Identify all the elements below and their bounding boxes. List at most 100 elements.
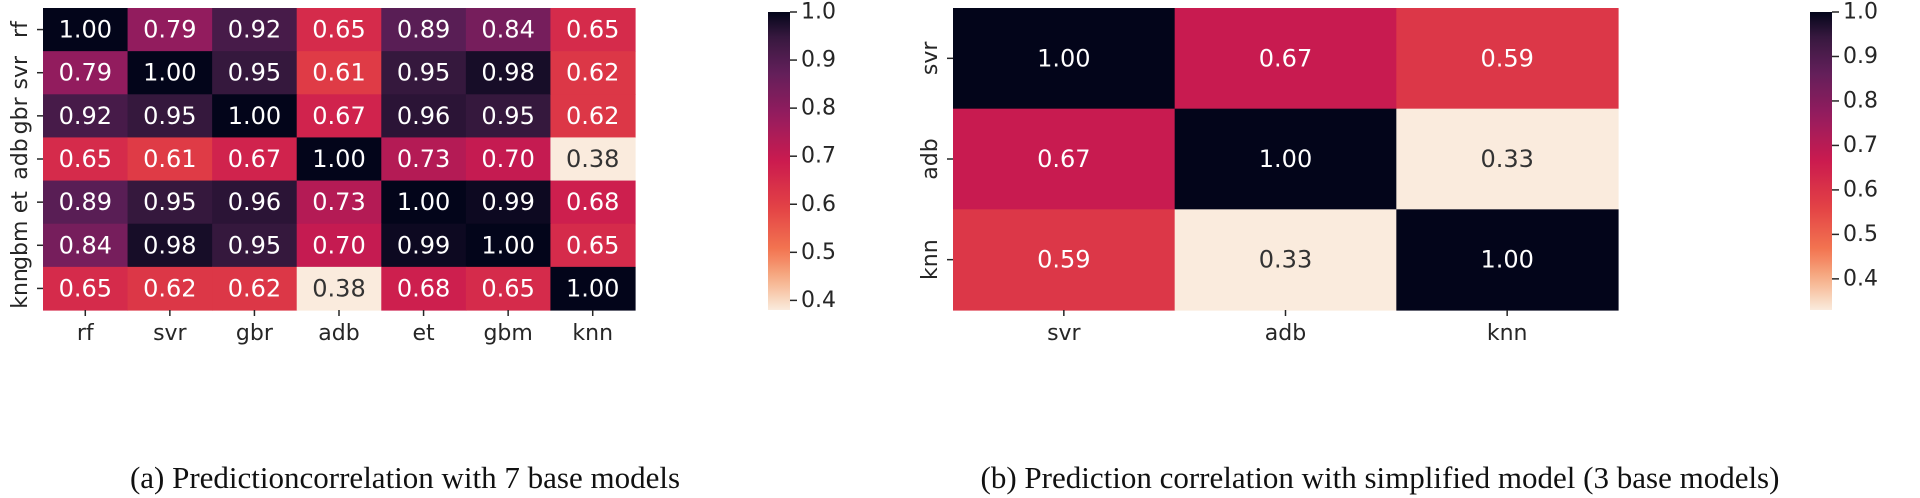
colorbar-b: 1.0 0.9 0.8 0.7 0.6 0.5 0.4 — [1810, 0, 1878, 310]
x-tick-label: gbm — [483, 321, 532, 346]
heatmap-cell-et-svr — [127, 180, 213, 225]
heatmap-cell-et-adb — [296, 180, 382, 225]
heatmap-cell-knn-knn — [1396, 209, 1619, 311]
colorbar-tick-label: 0.7 — [801, 144, 836, 169]
heatmap-cell-adb-knn — [550, 137, 636, 182]
heatmap-cell-svr-et — [381, 51, 467, 95]
colorbar-tick-label: 0.5 — [801, 240, 836, 265]
x-tick-label: adb — [318, 321, 359, 346]
cell-value-label: 0.65 — [566, 16, 619, 44]
cell-value-label: 0.73 — [397, 145, 450, 173]
caption-b: (b) Prediction correlation with simplifi… — [981, 460, 1780, 495]
heatmap-b-annotations: 1.00 0.67 0.59 0.67 1.00 0.33 0.59 0.33 1.00 — [1037, 44, 1534, 273]
x-tick-label: knn — [1487, 321, 1528, 346]
cell-value-label: 1.00 — [1259, 145, 1312, 173]
heatmap-a-cells — [43, 8, 636, 311]
x-tick-label: svr — [153, 321, 187, 346]
heatmap-cell-svr-knn — [550, 51, 636, 95]
heatmap-cell-et-et — [381, 180, 467, 225]
x-tick-label: adb — [1265, 321, 1306, 346]
heatmap-cell-rf-gbr — [212, 8, 298, 52]
cell-value-label: 0.95 — [228, 59, 281, 87]
cell-value-label: 0.62 — [228, 274, 281, 302]
heatmap-cell-gbm-adb — [296, 223, 382, 268]
x-tick-label: gbr — [236, 321, 274, 346]
heatmap-cell-adb-knn — [1396, 108, 1619, 210]
heatmap-cell-svr-gbm — [465, 51, 552, 95]
heatmap-cell-rf-knn — [550, 8, 636, 52]
cell-value-label: 0.99 — [397, 231, 450, 259]
heatmap-cell-adb-adb — [296, 137, 382, 182]
colorbar-tick-label: 0.8 — [801, 96, 836, 121]
heatmap-cell-rf-svr — [127, 8, 213, 52]
heatmap-cell-gbm-rf — [43, 223, 129, 268]
cell-value-label: 0.38 — [312, 274, 365, 302]
y-tick-label: knn — [8, 268, 33, 309]
cell-value-label: 1.00 — [1037, 44, 1090, 72]
cell-value-label: 1.00 — [481, 231, 534, 259]
colorbar-tick-label: 1.0 — [1843, 0, 1878, 25]
heatmap-cell-gbr-adb — [296, 94, 382, 139]
cell-value-label: 0.67 — [312, 102, 365, 130]
cell-value-label: 0.65 — [59, 145, 112, 173]
heatmap-cell-adb-svr — [953, 108, 1176, 210]
colorbar-tick-label: 0.6 — [1843, 177, 1878, 202]
cell-value-label: 0.68 — [397, 274, 450, 302]
cell-value-label: 1.00 — [1480, 246, 1533, 274]
heatmap-cell-knn-gbm — [465, 266, 552, 311]
cell-value-label: 0.95 — [481, 102, 534, 130]
heatmap-3-models: 1.00 0.67 0.59 0.67 1.00 0.33 0.59 0.33 1.00 svr… — [918, 0, 1878, 495]
cell-value-label: 0.62 — [143, 274, 196, 302]
cell-value-label: 0.95 — [228, 231, 281, 259]
heatmap-a-x-ticks: rf svr gbr adb et gbm knn — [77, 310, 613, 346]
cell-value-label: 0.59 — [1480, 44, 1533, 72]
cell-value-label: 0.92 — [59, 102, 112, 130]
cell-value-label: 1.00 — [228, 102, 281, 130]
cell-value-label: 0.73 — [312, 188, 365, 216]
colorbar-a: 1.0 0.9 0.8 0.7 0.6 0.5 0.4 — [768, 0, 836, 313]
heatmap-cell-knn-adb — [1174, 209, 1397, 311]
heatmap-cell-adb-et — [381, 137, 467, 182]
cell-value-label: 0.84 — [481, 16, 534, 44]
heatmap-cell-gbr-rf — [43, 94, 129, 139]
cell-value-label: 0.67 — [1037, 145, 1090, 173]
x-tick-label: svr — [1047, 321, 1081, 346]
y-tick-label: gbm — [8, 221, 33, 270]
heatmap-cell-knn-et — [381, 266, 467, 311]
heatmap-7-models: 1.00 0.79 0.92 0.65 0.89 0.84 0.65 0.79 1.00 0.95… — [8, 0, 836, 495]
colorbar-tick-label: 0.9 — [801, 48, 836, 73]
cell-value-label: 0.89 — [397, 16, 450, 44]
cell-value-label: 0.65 — [481, 274, 534, 302]
colorbar-tick-label: 0.9 — [1843, 44, 1878, 69]
x-tick-label: rf — [77, 321, 95, 346]
heatmap-cell-svr-adb — [296, 51, 382, 95]
heatmap-cell-et-gbr — [212, 180, 298, 225]
heatmap-cell-gbm-et — [381, 223, 467, 268]
heatmap-cell-svr-knn — [1396, 8, 1619, 110]
heatmap-cell-gbr-et — [381, 94, 467, 139]
heatmap-cell-gbm-knn — [550, 223, 636, 268]
heatmap-cell-gbr-gbm — [465, 94, 552, 139]
heatmap-cell-svr-gbr — [212, 51, 298, 95]
heatmap-cell-knn-knn — [550, 266, 636, 311]
heatmap-cell-svr-adb — [1174, 8, 1397, 110]
cell-value-label: 0.84 — [59, 231, 112, 259]
cell-value-label: 0.33 — [1259, 246, 1312, 274]
y-tick-label: svr — [8, 55, 33, 89]
cell-value-label: 0.61 — [312, 59, 365, 87]
cell-value-label: 0.98 — [481, 59, 534, 87]
colorbar-tick-label: 0.6 — [801, 192, 836, 217]
y-tick-label: adb — [918, 138, 943, 179]
heatmap-cell-et-gbm — [465, 180, 552, 225]
y-tick-label: et — [8, 191, 33, 214]
cell-value-label: 0.70 — [312, 231, 365, 259]
cell-value-label: 0.99 — [481, 188, 534, 216]
cell-value-label: 0.59 — [1037, 246, 1090, 274]
cell-value-label: 1.00 — [397, 188, 450, 216]
heatmap-cell-knn-adb — [296, 266, 382, 311]
heatmap-cell-rf-adb — [296, 8, 382, 52]
heatmap-cell-knn-rf — [43, 266, 129, 311]
cell-value-label: 0.95 — [397, 59, 450, 87]
